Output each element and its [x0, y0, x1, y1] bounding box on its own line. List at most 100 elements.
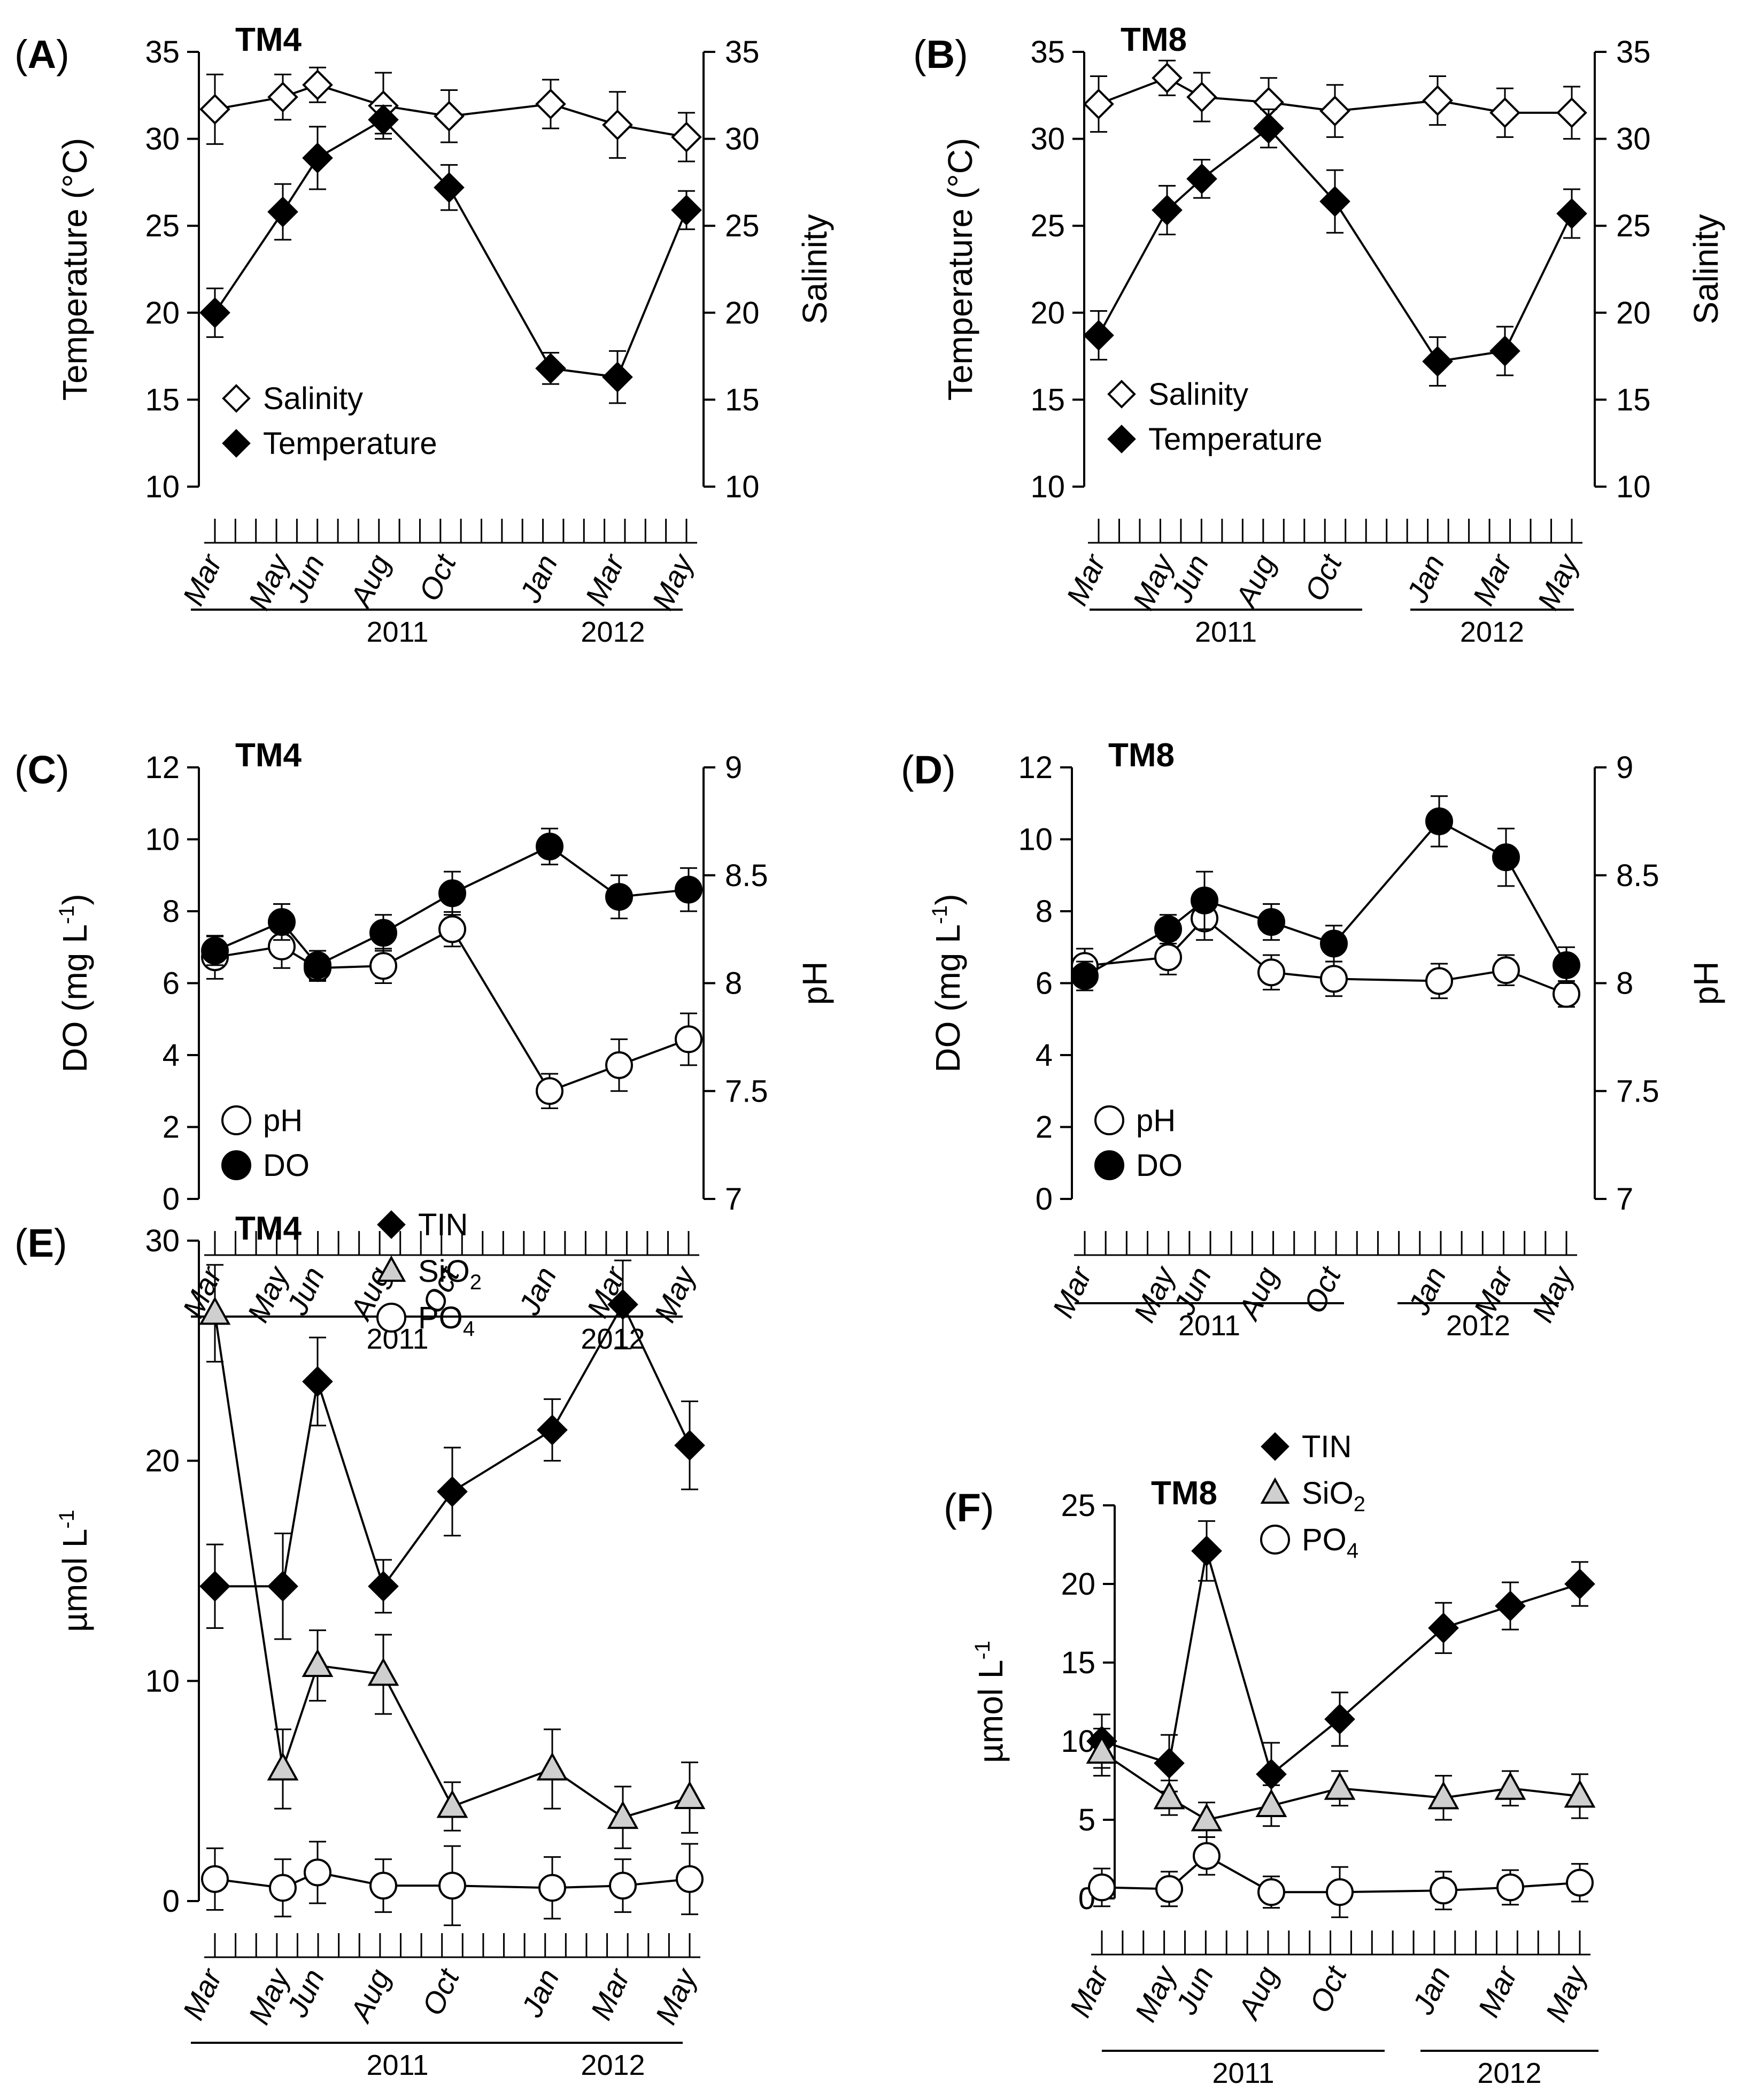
marker-diamond-filled: [1319, 186, 1350, 217]
marker-triangle: [376, 1255, 406, 1282]
marker-diamond-open: [602, 109, 633, 141]
marker-diamond-filled: [607, 1289, 638, 1320]
marker-diamond-filled: [1489, 335, 1520, 367]
marker-circle-filled: [1257, 908, 1285, 936]
marker-diamond-filled: [1083, 320, 1114, 351]
marker-diamond-open: [1319, 95, 1350, 127]
y-tick-label-right: 20: [1616, 296, 1651, 330]
y-tick-label-left: 5: [1078, 1803, 1095, 1837]
marker-diamond-filled: [1107, 425, 1136, 453]
panel-label: (F): [944, 1486, 994, 1530]
marker-diamond-filled: [222, 429, 251, 458]
year-label: 2012: [1477, 2057, 1541, 2089]
x-tick-label-month: May: [1539, 1960, 1594, 2027]
x-tick-label-month: Mar: [176, 548, 229, 610]
x-tick-label-month: Jun: [1164, 549, 1215, 607]
marker-circle-filled: [675, 875, 702, 904]
y-tick-label-right: 30: [725, 122, 760, 157]
y-tick-label-left: 30: [145, 122, 180, 157]
y-tick-label-left: 35: [145, 35, 180, 70]
year-label: 2012: [581, 2049, 645, 2081]
y-tick-label-left: 20: [145, 296, 180, 330]
marker-circle-open: [1094, 1105, 1124, 1135]
x-tick-label-month: Jun: [280, 1964, 331, 2022]
x-tick-label-month: Mar: [1466, 548, 1519, 610]
marker-circle-open: [269, 1874, 297, 1902]
marker-circle-open: [1553, 980, 1580, 1008]
marker-circle-open: [676, 1865, 704, 1893]
marker-diamond-filled: [267, 1571, 298, 1602]
marker-diamond-filled: [1428, 1612, 1459, 1644]
legend-label: DO: [263, 1148, 310, 1183]
series-line: [1101, 1550, 1580, 1776]
marker-diamond-filled: [199, 1571, 230, 1602]
y-axis-label-left: Temperature (°C): [941, 138, 979, 401]
panel-label: (A): [14, 32, 69, 76]
marker-diamond-filled: [1253, 113, 1284, 144]
y-axis-label-left: µmol L-1: [971, 1641, 1010, 1763]
marker-circle-open: [538, 1874, 566, 1902]
legend-label: PO4: [1302, 1522, 1358, 1563]
y-tick-label-left: 25: [1061, 1488, 1095, 1523]
y-tick-label-left: 20: [145, 1444, 180, 1479]
marker-triangle: [1153, 1781, 1185, 1810]
y-tick-label-right: 8: [725, 966, 742, 1001]
x-tick-label-month: Oct: [1303, 1960, 1354, 2018]
marker-circle-filled: [605, 883, 633, 911]
y-tick-label-left: 8: [1036, 894, 1053, 929]
marker-triangle: [199, 1296, 231, 1325]
y-tick-label-right: 8.5: [1616, 858, 1659, 893]
y-tick-label-right: 7.5: [1616, 1074, 1659, 1109]
marker-diamond-filled: [671, 195, 702, 226]
marker-circle-filled: [1492, 843, 1520, 872]
marker-circle-open: [1566, 1868, 1594, 1897]
legend-label: Temperature: [263, 426, 437, 461]
marker-circle-open: [304, 1858, 331, 1887]
marker-circle-open: [1425, 967, 1453, 995]
y-tick-label-left: 10: [145, 1664, 180, 1698]
marker-diamond-filled: [1324, 1704, 1355, 1735]
series-TIN: [1086, 1520, 1595, 1807]
chart-panel-A: (A) TM4 10 15 20 25 30 35 Temperature (°C) 10 15 20…: [14, 21, 834, 648]
series-Salinity: [199, 66, 702, 163]
station-title: TM4: [235, 737, 302, 774]
marker-diamond-filled: [1495, 1590, 1526, 1621]
marker-diamond-filled: [437, 1476, 468, 1507]
y-axis-label-right: Salinity: [796, 214, 834, 324]
year-label: 2012: [581, 616, 645, 648]
y-tick-label-right: 15: [1616, 382, 1651, 417]
marker-diamond-open: [1186, 81, 1217, 113]
y-tick-label-right: 7: [1616, 1182, 1633, 1217]
year-label: 2012: [1460, 616, 1524, 648]
legend: TIN SiO2 PO4: [376, 1207, 482, 1341]
marker-triangle: [607, 1801, 639, 1829]
y-tick-label-left: 4: [1036, 1038, 1053, 1073]
x-tick-label-month: Jun: [1169, 1961, 1220, 2019]
y-axis-label-left: DO (mg L-1): [928, 894, 967, 1072]
y-tick-label-left: 10: [145, 470, 180, 504]
legend-label: pH: [263, 1103, 303, 1138]
marker-diamond-filled: [1256, 1758, 1287, 1790]
marker-diamond-filled: [1261, 1432, 1289, 1461]
x-tick-label-month: Jun: [280, 1261, 331, 1320]
marker-diamond-filled: [1152, 195, 1183, 226]
marker-circle-open: [1193, 1842, 1221, 1870]
marker-triangle: [1427, 1781, 1459, 1810]
x-tick-label-month: Mar: [176, 1963, 229, 2025]
legend-label: TIN: [1302, 1429, 1352, 1464]
y-tick-label-right: 25: [1616, 209, 1651, 243]
marker-triangle: [536, 1752, 568, 1781]
y-axis-label-right: pH: [796, 961, 834, 1005]
y-tick-label-right: 8.5: [725, 858, 768, 893]
x-tick-label-month: Jan: [1406, 1961, 1457, 2019]
station-title: TM8: [1108, 737, 1175, 774]
marker-diamond-filled: [302, 1366, 333, 1397]
marker-diamond-open: [1152, 62, 1183, 94]
chart-panel-B: (B) TM8 10 15 20 25 30 35 Temperature (°C) 10 15 20…: [913, 21, 1725, 648]
y-tick-label-right: 20: [725, 296, 760, 330]
y-tick-label-left: 30: [1030, 122, 1065, 157]
station-title: TM8: [1151, 1475, 1217, 1512]
y-tick-label-right: 9: [725, 750, 742, 785]
marker-diamond-open: [1107, 380, 1136, 409]
